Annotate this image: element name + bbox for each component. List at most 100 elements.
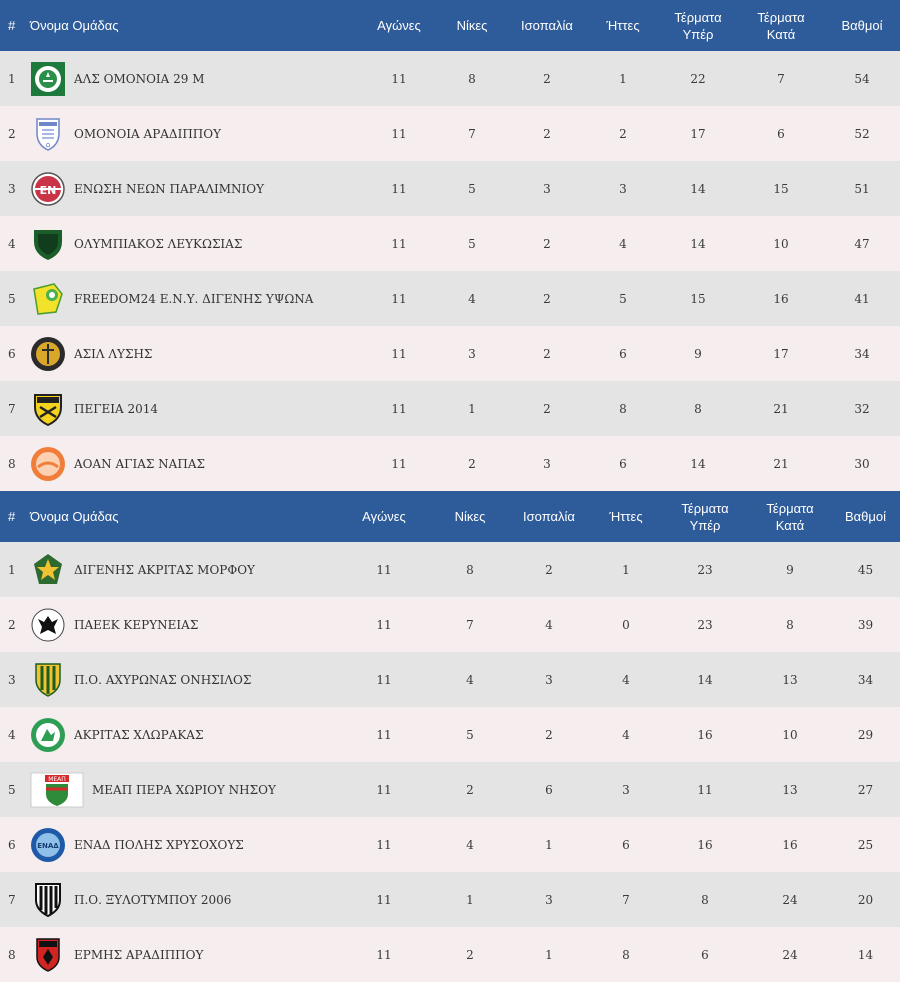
- team-link[interactable]: Π.Ο. ΑΧΥΡΩΝΑΣ ΟΝΗΣΙΛΟΣ: [30, 662, 335, 698]
- goals-against-cell: 16: [773, 291, 789, 306]
- team-name: ΑΛΣ ΟΜΟΝΟΙΑ 29 Μ: [74, 71, 205, 86]
- header-position[interactable]: #: [8, 18, 16, 33]
- header-goals-against-line1: Τέρματα: [757, 9, 805, 25]
- played-cell: 11: [376, 892, 392, 907]
- aoan-crest-icon: [30, 446, 66, 482]
- draws-cell: 2: [543, 236, 551, 251]
- goals-against-cell: 13: [782, 672, 798, 687]
- goals-against-cell: 8: [786, 617, 794, 632]
- table-header-row: # Όνομα Ομάδας Αγώνες Νίκες Ισοπαλία Ήττ…: [0, 491, 900, 542]
- team-link[interactable]: ΑΚΡΙΤΑΣ ΧΛΩΡΑΚΑΣ: [30, 717, 335, 753]
- ermis-crest-icon: [30, 937, 66, 973]
- header-goals-against[interactable]: Τέρματα Κατά: [749, 491, 831, 542]
- goals-against-cell: 10: [782, 727, 798, 742]
- table-row[interactable]: 5 FREEDOM24 Ε.Ν.Υ. ΔΙΓΕΝΗΣ ΥΨΩΝΑ 11 4 2 5 15 16…: [0, 271, 900, 326]
- table-row[interactable]: 7 ΠΕΓΕΙΑ 2014 11 1 2 8 8 21 32: [0, 381, 900, 436]
- team-link[interactable]: ΑΛΣ ΟΜΟΝΟΙΑ 29 Μ: [30, 61, 360, 97]
- header-goals-for[interactable]: Τέρματα Υπέρ: [658, 0, 738, 51]
- wins-cell: 8: [466, 562, 474, 577]
- goals-for-cell: 14: [690, 236, 706, 251]
- table-row[interactable]: 6 ΕΝΑΔ ΕΝΑΔ ΠΟΛΗΣ ΧΡΥΣΟΧΟΥΣ 11 4 1 6 16 16 25: [0, 817, 900, 872]
- team-link[interactable]: FREEDOM24 Ε.Ν.Υ. ΔΙΓΕΝΗΣ ΥΨΩΝΑ: [30, 281, 360, 317]
- team-link[interactable]: ΟΛΥΜΠΙΑΚΟΣ ΛΕΥΚΩΣΙΑΣ: [30, 226, 360, 262]
- team-cell: Π.Ο. ΑΧΥΡΩΝΑΣ ΟΝΗΣΙΛΟΣ: [30, 652, 335, 707]
- standings-table-2: # Όνομα Ομάδας Αγώνες Νίκες Ισοπαλία Ήττ…: [0, 491, 900, 982]
- played-cell: 11: [376, 947, 392, 962]
- header-team-name[interactable]: Όνομα Ομάδας: [30, 509, 119, 524]
- header-points[interactable]: Βαθμοί: [844, 509, 887, 524]
- points-cell: 54: [854, 71, 870, 86]
- standings-body-2: 1 ΔΙΓΕΝΗΣ ΑΚΡΙΤΑΣ ΜΟΡΦΟΥ 11 8 2 1 23 9 45 2 ΠΑΕΕΚ …: [0, 542, 900, 982]
- enad-crest-icon: ΕΝΑΔ: [30, 827, 66, 863]
- wins-cell: 1: [468, 401, 476, 416]
- draws-cell: 3: [543, 181, 551, 196]
- draws-cell: 1: [545, 837, 553, 852]
- team-name: ΔΙΓΕΝΗΣ ΑΚΡΙΤΑΣ ΜΟΡΦΟΥ: [74, 562, 255, 577]
- table-row[interactable]: 1 ΑΛΣ ΟΜΟΝΟΙΑ 29 Μ 11 8 2 1 22 7 54: [0, 51, 900, 106]
- played-cell: 11: [391, 346, 407, 361]
- points-cell: 30: [854, 456, 870, 471]
- position-cell: 4: [8, 236, 16, 251]
- table-row[interactable]: 2 Ω ΟΜΟΝΟΙΑ ΑΡΑΔΙΠΠΟΥ 11 7 2 2 17 6 52: [0, 106, 900, 161]
- team-link[interactable]: ΠΕΓΕΙΑ 2014: [30, 391, 360, 427]
- team-cell: ΠΕΓΕΙΑ 2014: [30, 381, 360, 436]
- header-draws[interactable]: Ισοπαλία: [523, 509, 575, 524]
- table-row[interactable]: 8 ΕΡΜΗΣ ΑΡΑΔΙΠΠΟΥ 11 2 1 8 6 24 14: [0, 927, 900, 982]
- position-cell: 5: [8, 291, 16, 306]
- table-row[interactable]: 3 Π.Ο. ΑΧΥΡΩΝΑΣ ΟΝΗΣΙΛΟΣ 11 4 3 4 14 13 34: [0, 652, 900, 707]
- svg-text:Ω: Ω: [46, 143, 50, 149]
- table-row[interactable]: 3 EN ΕΝΩΣΗ ΝΕΩΝ ΠΑΡΑΛΙΜΝΙΟΥ 11 5 3 3 14 15 51: [0, 161, 900, 216]
- points-cell: 14: [857, 947, 874, 962]
- team-cell: ΠΑΕΕΚ ΚΕΡΥΝΕΙΑΣ: [30, 597, 335, 652]
- team-link[interactable]: EN ΕΝΩΣΗ ΝΕΩΝ ΠΑΡΑΛΙΜΝΙΟΥ: [30, 171, 360, 207]
- table-row[interactable]: 8 ΑΟΑΝ ΑΓΙΑΣ ΝΑΠΑΣ 11 2 3 6 14 21 30: [0, 436, 900, 491]
- header-wins[interactable]: Νίκες: [454, 509, 486, 524]
- header-losses[interactable]: Ήττες: [609, 509, 643, 524]
- team-link[interactable]: Ω ΟΜΟΝΟΙΑ ΑΡΑΔΙΠΠΟΥ: [30, 116, 360, 152]
- team-name: ΠΕΓΕΙΑ 2014: [74, 401, 159, 416]
- played-cell: 11: [376, 617, 392, 632]
- team-link[interactable]: ΜΕΑΠ ΜΕΑΠ ΠΕΡΑ ΧΩΡΙΟΥ ΝΗΣΟΥ: [30, 772, 335, 808]
- header-wins[interactable]: Νίκες: [456, 18, 488, 33]
- wins-cell: 4: [468, 291, 476, 306]
- header-losses[interactable]: Ήττες: [606, 18, 640, 33]
- header-draws[interactable]: Ισοπαλία: [521, 18, 573, 33]
- team-link[interactable]: Π.Ο. ΞΥΛΟΤΥΜΠΟΥ 2006: [30, 882, 335, 918]
- losses-cell: 3: [619, 181, 627, 196]
- olympiakos-crest-icon: [30, 226, 66, 262]
- table-row[interactable]: 2 ΠΑΕΕΚ ΚΕΡΥΝΕΙΑΣ 11 7 4 0 23 8 39: [0, 597, 900, 652]
- table-row[interactable]: 4 ΑΚΡΙΤΑΣ ΧΛΩΡΑΚΑΣ 11 5 2 4 16 10 29: [0, 707, 900, 762]
- team-link[interactable]: ΕΝΑΔ ΕΝΑΔ ΠΟΛΗΣ ΧΡΥΣΟΧΟΥΣ: [30, 827, 335, 863]
- team-cell: Ω ΟΜΟΝΟΙΑ ΑΡΑΔΙΠΠΟΥ: [30, 106, 360, 161]
- played-cell: 11: [391, 456, 407, 471]
- table-row[interactable]: 7 Π.Ο. ΞΥΛΟΤΥΜΠΟΥ 2006 11 1 3 7 8 24 20: [0, 872, 900, 927]
- header-position[interactable]: #: [8, 509, 16, 524]
- goals-against-cell: 9: [786, 562, 794, 577]
- team-link[interactable]: ΕΡΜΗΣ ΑΡΑΔΙΠΠΟΥ: [30, 937, 335, 973]
- header-goals-against[interactable]: Τέρματα Κατά: [738, 0, 824, 51]
- goals-against-cell: 24: [782, 947, 798, 962]
- header-goals-for-line2: Υπέρ: [689, 517, 721, 533]
- header-played[interactable]: Αγώνες: [377, 18, 421, 33]
- draws-cell: 2: [543, 291, 551, 306]
- team-link[interactable]: ΔΙΓΕΝΗΣ ΑΚΡΙΤΑΣ ΜΟΡΦΟΥ: [30, 552, 335, 588]
- header-goals-for[interactable]: Τέρματα Υπέρ: [661, 491, 749, 542]
- team-link[interactable]: ΑΟΑΝ ΑΓΙΑΣ ΝΑΠΑΣ: [30, 446, 360, 482]
- position-cell: 4: [8, 727, 16, 742]
- header-points[interactable]: Βαθμοί: [841, 18, 883, 33]
- points-cell: 34: [857, 672, 874, 687]
- table-row[interactable]: 6 ΑΣΙΛ ΛΥΣΗΣ 11 3 2 6 9 17 34: [0, 326, 900, 381]
- table-row[interactable]: 4 ΟΛΥΜΠΙΑΚΟΣ ΛΕΥΚΩΣΙΑΣ 11 5 2 4 14 10 47: [0, 216, 900, 271]
- table-row[interactable]: 1 ΔΙΓΕΝΗΣ ΑΚΡΙΤΑΣ ΜΟΡΦΟΥ 11 8 2 1 23 9 45: [0, 542, 900, 597]
- goals-for-cell: 8: [694, 401, 702, 416]
- losses-cell: 4: [622, 672, 630, 687]
- goals-for-cell: 16: [697, 837, 713, 852]
- table-row[interactable]: 5 ΜΕΑΠ ΜΕΑΠ ΠΕΡΑ ΧΩΡΙΟΥ ΝΗΣΟΥ 11 2 6 3 11 13 27: [0, 762, 900, 817]
- losses-cell: 4: [622, 727, 630, 742]
- team-link[interactable]: ΑΣΙΛ ΛΥΣΗΣ: [30, 336, 360, 372]
- goals-against-cell: 16: [782, 837, 798, 852]
- position-cell: 6: [8, 837, 16, 852]
- team-link[interactable]: ΠΑΕΕΚ ΚΕΡΥΝΕΙΑΣ: [30, 607, 335, 643]
- header-team-name[interactable]: Όνομα Ομάδας: [30, 18, 119, 33]
- header-played[interactable]: Αγώνες: [362, 509, 406, 524]
